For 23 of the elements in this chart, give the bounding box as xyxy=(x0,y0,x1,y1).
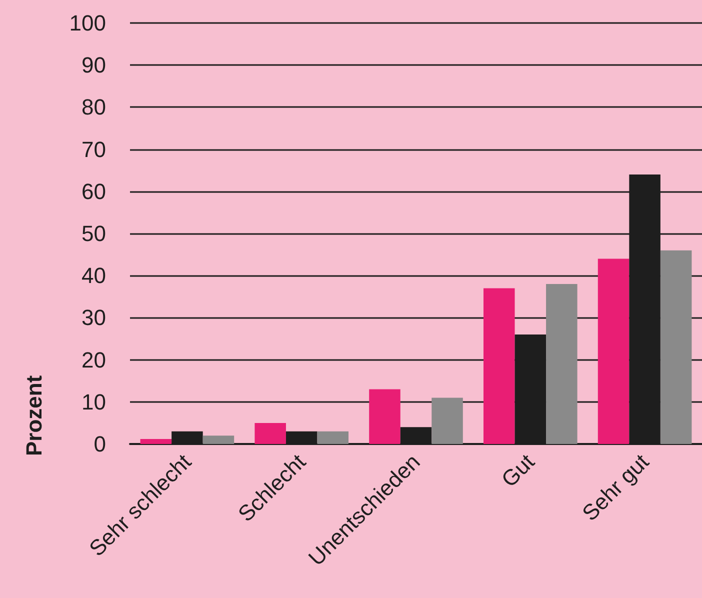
y-tick-label: 0 xyxy=(94,432,106,456)
bar xyxy=(202,436,234,444)
y-tick-label: 20 xyxy=(82,347,106,372)
y-tick-label: 30 xyxy=(82,305,106,330)
bar xyxy=(254,422,286,444)
bar xyxy=(140,438,172,444)
y-tick-label: 100 xyxy=(69,10,106,36)
y-tick-label: 70 xyxy=(82,136,106,162)
bar xyxy=(369,389,400,444)
y-axis-title: Prozent xyxy=(22,374,46,456)
bar xyxy=(483,288,515,444)
y-tick-label: 80 xyxy=(82,94,106,120)
bar xyxy=(317,431,349,444)
bar xyxy=(546,284,578,444)
y-tick-label: 40 xyxy=(82,263,106,288)
bar xyxy=(660,250,692,444)
y-tick-label: 60 xyxy=(82,178,106,204)
y-tick-label: 90 xyxy=(82,52,106,78)
y-tick-label: 50 xyxy=(82,221,106,246)
bar xyxy=(432,398,463,444)
y-tick-label: 10 xyxy=(82,389,106,414)
x-tick-label: Gut xyxy=(496,449,540,492)
bar xyxy=(598,258,630,444)
